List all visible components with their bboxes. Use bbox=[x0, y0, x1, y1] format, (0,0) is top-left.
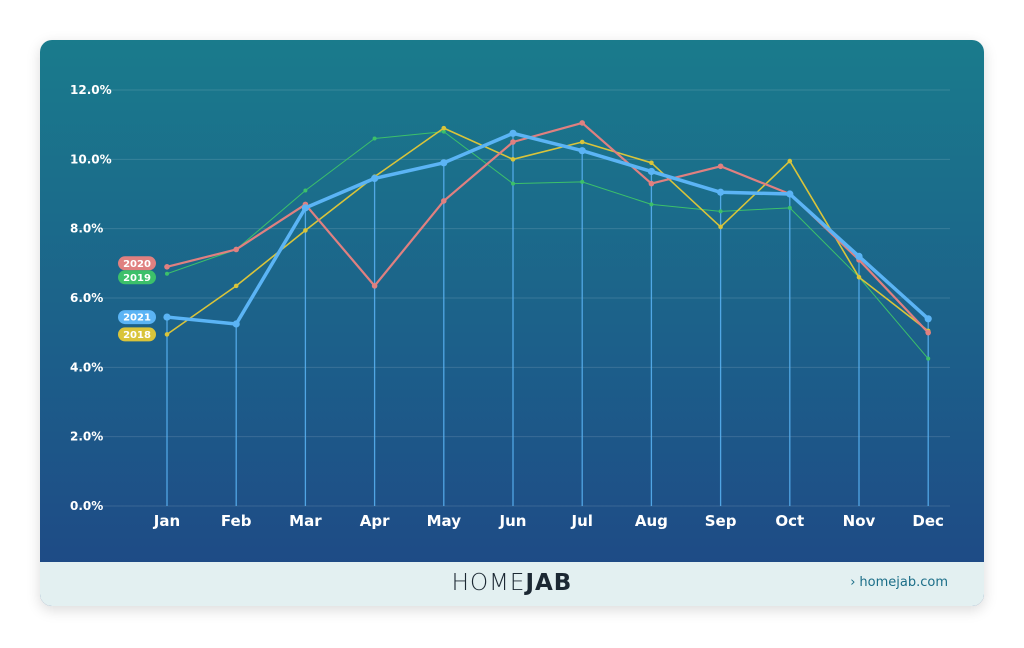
data-point bbox=[163, 313, 171, 321]
data-point bbox=[787, 205, 792, 210]
data-point bbox=[786, 190, 794, 198]
x-tick-label: Feb bbox=[221, 512, 252, 530]
series-line-2021 bbox=[165, 131, 930, 326]
series-label-2020: 2020 bbox=[118, 256, 156, 271]
data-point bbox=[510, 139, 516, 145]
data-point bbox=[578, 147, 586, 155]
x-tick-label: Oct bbox=[775, 512, 804, 530]
data-point bbox=[579, 139, 585, 145]
data-point bbox=[926, 356, 931, 361]
data-point bbox=[718, 209, 723, 214]
data-point bbox=[372, 136, 377, 141]
y-tick-label: 0.0% bbox=[70, 499, 103, 513]
x-tick-label: Mar bbox=[289, 512, 322, 530]
x-tick-label: Jan bbox=[153, 512, 180, 530]
data-point bbox=[718, 224, 723, 230]
series-label-2021: 2021 bbox=[118, 310, 156, 325]
data-point bbox=[510, 157, 516, 162]
data-point bbox=[303, 188, 308, 193]
series-line-2018 bbox=[166, 127, 930, 336]
chart-card: 0.0% 2.0% 4.0% 6.0% 8.0% 10.0% 12.0% Jan Feb Mar A… bbox=[40, 40, 984, 606]
series-line-2019 bbox=[166, 131, 929, 360]
series-label-text: 2018 bbox=[123, 330, 151, 341]
data-point bbox=[371, 283, 378, 289]
homejab-link[interactable]: › homejab.com bbox=[850, 575, 948, 590]
data-point bbox=[233, 246, 239, 253]
data-point bbox=[579, 120, 585, 126]
data-point bbox=[441, 125, 447, 131]
data-point bbox=[580, 179, 585, 184]
data-point bbox=[787, 158, 793, 164]
data-point bbox=[924, 315, 932, 323]
data-point bbox=[371, 174, 379, 182]
series-label-text: 2021 bbox=[123, 313, 151, 324]
x-tick-label: Jul bbox=[570, 512, 592, 530]
brand-part-jab: JAB bbox=[525, 570, 573, 596]
x-tick-label: May bbox=[427, 512, 462, 530]
x-tick-label: Jun bbox=[499, 512, 527, 530]
data-point bbox=[856, 274, 862, 280]
y-tick-label: 10.0% bbox=[70, 152, 112, 166]
data-point bbox=[303, 228, 308, 233]
homejab-link-label: homejab.com bbox=[859, 575, 948, 590]
data-point bbox=[649, 160, 654, 166]
line-chart: 0.0% 2.0% 4.0% 6.0% 8.0% 10.0% 12.0% Jan Feb Mar A… bbox=[70, 83, 950, 530]
data-point bbox=[164, 264, 170, 270]
data-point bbox=[649, 202, 654, 207]
data-point bbox=[648, 180, 655, 187]
data-point bbox=[440, 159, 448, 167]
homejab-logo: HOMEJAB bbox=[40, 570, 984, 596]
series-label-pill bbox=[118, 310, 156, 325]
footer-bar: HOMEJAB › homejab.com bbox=[40, 562, 984, 606]
data-point bbox=[232, 320, 240, 328]
x-tick-label: Sep bbox=[705, 512, 737, 530]
series-label-2019: 2019 bbox=[118, 270, 156, 285]
y-tick-label: 8.0% bbox=[70, 222, 103, 236]
data-point bbox=[717, 188, 725, 196]
data-point bbox=[925, 329, 931, 336]
data-point bbox=[164, 332, 170, 337]
x-tick-label: Apr bbox=[360, 512, 390, 530]
series-label-text: 2020 bbox=[123, 259, 151, 270]
y-tick-label: 2.0% bbox=[70, 430, 103, 444]
data-point bbox=[441, 198, 447, 204]
y-tick-label: 12.0% bbox=[70, 83, 112, 97]
series-label-pill bbox=[118, 270, 156, 285]
data-point bbox=[855, 252, 863, 260]
series-label-pill bbox=[118, 327, 156, 342]
brand-part-home: HOME bbox=[451, 570, 526, 596]
data-point bbox=[647, 167, 656, 176]
y-tick-label: 4.0% bbox=[70, 360, 103, 374]
chevron-right-icon: › bbox=[850, 575, 856, 590]
data-point bbox=[165, 271, 169, 276]
x-tick-label: Nov bbox=[843, 512, 876, 530]
series-label-text: 2019 bbox=[123, 273, 151, 284]
series-label-pill bbox=[118, 256, 156, 271]
x-tick-label: Dec bbox=[912, 512, 944, 530]
data-point bbox=[511, 181, 515, 186]
data-point bbox=[717, 163, 724, 170]
data-point bbox=[233, 283, 239, 289]
series-line-2020 bbox=[165, 121, 930, 334]
data-point bbox=[441, 129, 446, 134]
x-tick-label: Aug bbox=[635, 512, 668, 530]
y-tick-label: 6.0% bbox=[70, 291, 103, 305]
data-point bbox=[301, 204, 309, 212]
series-label-2018: 2018 bbox=[118, 327, 156, 342]
data-point bbox=[509, 129, 517, 137]
